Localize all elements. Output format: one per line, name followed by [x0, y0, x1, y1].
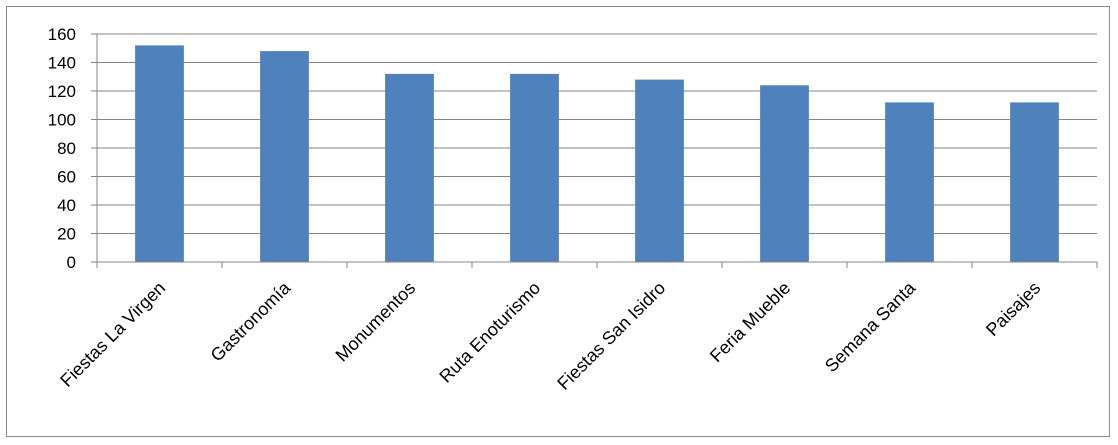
x-category-label: Fiestas San Isidro	[553, 278, 669, 394]
bar	[635, 79, 684, 262]
bar	[260, 51, 309, 262]
bar	[510, 73, 559, 263]
y-tick-label: 160	[48, 25, 76, 44]
x-category-label: Semana Santa	[821, 277, 920, 376]
bar	[1010, 102, 1059, 263]
x-category-label: Feria Mueble	[706, 278, 794, 366]
y-tick-label: 0	[67, 253, 76, 272]
y-tick-label: 20	[57, 225, 76, 244]
y-tick-label: 40	[57, 196, 76, 215]
bar	[885, 102, 934, 263]
axes	[96, 34, 1098, 268]
x-category-label: Fiestas La Virgen	[56, 278, 169, 391]
x-category-label: Paisajes	[982, 278, 1044, 340]
x-axis-labels: Fiestas La Virgen Gastronomía Monumentos Ru…	[56, 277, 1044, 394]
x-category-label: Ruta Enoturismo	[435, 278, 544, 387]
y-tick-label: 120	[48, 82, 76, 101]
y-tick-label: 100	[48, 111, 76, 130]
y-tick-label: 60	[57, 168, 76, 187]
y-axis-ticks: 0 20 40 60 80 100 120 140 160	[48, 25, 97, 272]
bar	[135, 45, 184, 263]
gridlines	[97, 33, 1097, 234]
bars	[135, 45, 1059, 263]
y-tick-label: 140	[48, 54, 76, 73]
bar	[760, 85, 809, 262]
x-category-label: Gastronomía	[207, 277, 295, 365]
y-tick-label: 80	[57, 139, 76, 158]
x-category-label: Monumentos	[332, 278, 420, 366]
bar	[385, 73, 434, 263]
